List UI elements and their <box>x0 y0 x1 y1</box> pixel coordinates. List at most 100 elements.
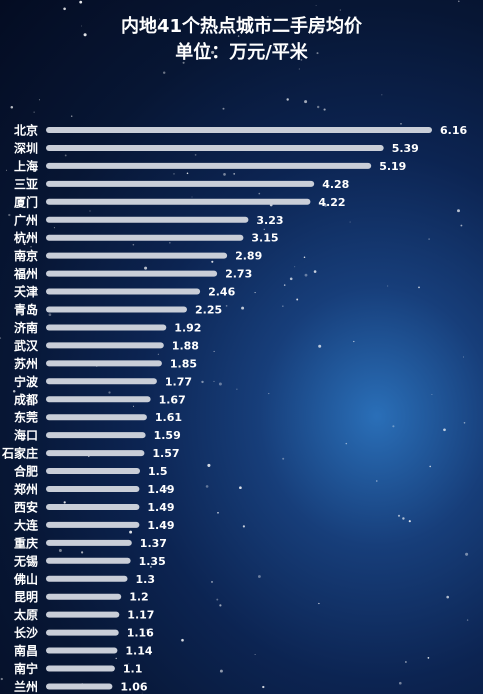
star <box>233 173 236 175</box>
star <box>254 292 256 294</box>
value-label: 1.77 <box>165 375 192 388</box>
category-label: 大连 <box>14 517 39 532</box>
star <box>33 111 35 113</box>
category-label: 合肥 <box>14 464 38 479</box>
star <box>400 122 402 125</box>
star <box>318 602 320 605</box>
bar <box>46 575 128 582</box>
category-label: 石家庄 <box>1 446 38 461</box>
category-label: 福州 <box>13 266 38 281</box>
bar <box>46 270 218 277</box>
star <box>294 266 296 268</box>
value-label: 1.61 <box>155 411 182 424</box>
star <box>83 33 87 37</box>
star <box>304 273 308 277</box>
category-label: 长沙 <box>14 625 38 640</box>
bar <box>46 198 311 205</box>
star <box>219 669 223 673</box>
value-label: 1.1 <box>123 663 142 676</box>
star <box>141 692 143 694</box>
star <box>353 340 355 343</box>
star <box>315 4 317 6</box>
star <box>23 243 26 246</box>
value-label: 4.28 <box>322 178 349 191</box>
value-label: 2.73 <box>225 268 252 281</box>
star <box>318 344 322 348</box>
star <box>237 35 240 37</box>
category-label: 兰州 <box>14 679 38 694</box>
star <box>186 172 189 175</box>
bar <box>46 234 244 241</box>
bar <box>46 324 167 331</box>
star <box>254 653 256 656</box>
category-label: 济南 <box>14 320 38 335</box>
value-label: 1.49 <box>147 519 174 532</box>
star <box>219 604 222 607</box>
star <box>381 94 383 96</box>
star <box>81 25 82 27</box>
star <box>397 514 401 517</box>
category-label: 三亚 <box>14 177 38 191</box>
category-label: 广州 <box>14 212 38 227</box>
star <box>63 7 66 11</box>
star <box>282 305 284 307</box>
bar <box>46 342 164 349</box>
star <box>211 50 215 54</box>
bar <box>46 180 315 187</box>
star <box>262 685 265 689</box>
star <box>63 501 66 504</box>
star <box>64 154 67 157</box>
star <box>349 221 351 223</box>
bar <box>46 396 151 403</box>
value-label: 6.16 <box>440 124 467 137</box>
value-label: 1.57 <box>152 447 179 460</box>
star <box>191 196 193 198</box>
bar <box>46 127 432 133</box>
value-label: 1.06 <box>120 680 147 693</box>
value-label: 1.5 <box>148 465 168 478</box>
star <box>0 677 3 681</box>
star <box>431 394 433 395</box>
star <box>339 9 341 11</box>
star <box>89 210 91 212</box>
star <box>241 306 245 310</box>
value-label: 1.35 <box>139 555 166 568</box>
star <box>207 463 211 467</box>
star <box>225 305 228 307</box>
star <box>173 173 175 175</box>
value-label: 5.39 <box>392 142 419 155</box>
star <box>458 0 460 3</box>
star <box>53 227 55 229</box>
star <box>289 277 293 281</box>
star <box>463 422 466 424</box>
category-label: 南京 <box>14 248 38 263</box>
star <box>24 255 26 258</box>
star <box>223 173 226 176</box>
category-label: 杭州 <box>14 230 38 245</box>
star <box>19 544 23 549</box>
bar <box>46 450 145 457</box>
bar <box>46 611 120 618</box>
category-label: 西安 <box>14 499 38 514</box>
star <box>303 256 306 258</box>
category-label: 佛山 <box>13 571 38 586</box>
category-label: 宁波 <box>14 374 39 389</box>
star <box>323 108 326 111</box>
star <box>443 428 446 432</box>
star <box>324 203 327 207</box>
star <box>465 552 469 556</box>
star <box>169 242 171 244</box>
star <box>149 565 152 568</box>
star <box>429 465 432 468</box>
star <box>217 511 219 514</box>
star <box>457 209 460 213</box>
star <box>460 224 463 227</box>
value-label: 2.46 <box>208 286 235 299</box>
value-label: 3.15 <box>251 232 278 245</box>
category-label: 苏州 <box>14 356 38 371</box>
star <box>257 575 261 578</box>
star <box>128 663 130 665</box>
star <box>418 286 420 289</box>
star <box>428 238 430 240</box>
value-label: 1.2 <box>129 591 149 604</box>
